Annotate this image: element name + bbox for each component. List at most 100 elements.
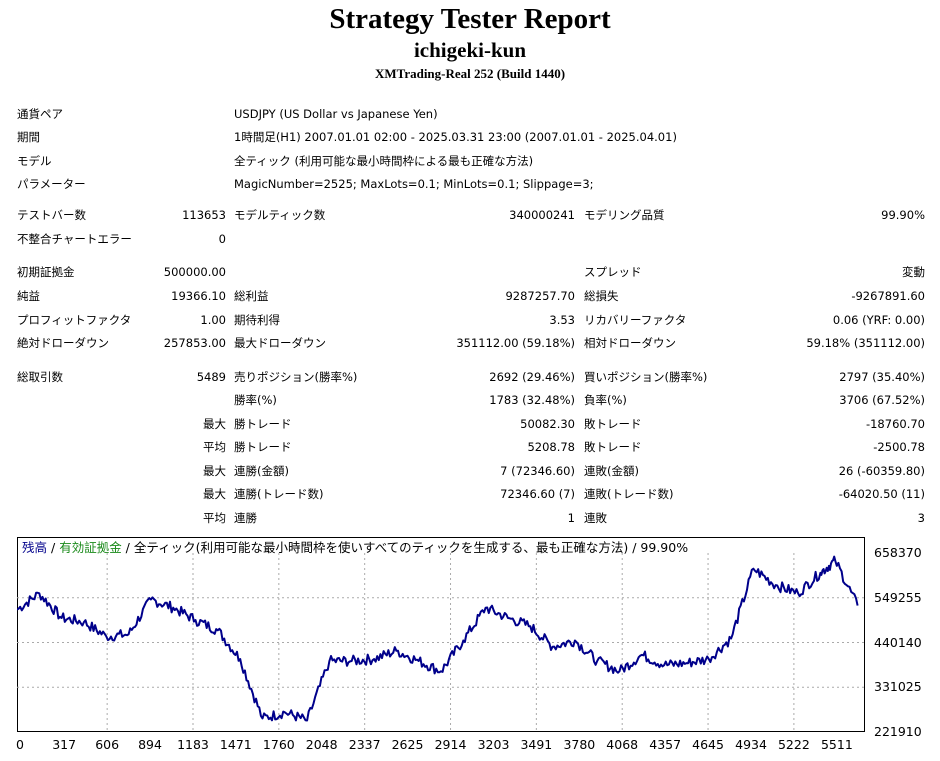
equity-chart-frame <box>17 537 865 732</box>
legend-separator: / <box>121 540 134 555</box>
x-tick-label: 1471 <box>219 737 252 752</box>
stat-label: 敗トレード <box>584 440 642 454</box>
y-tick-label: 221910 <box>874 724 922 739</box>
stat-label: 不整合チャートエラー <box>17 232 132 246</box>
y-tick-label: 440140 <box>874 634 922 650</box>
server-info: XMTrading-Real 252 (Build 1440) <box>374 66 566 81</box>
stat-label: 絶対ドローダウン <box>17 336 109 350</box>
setting-label: 期間 <box>17 130 40 144</box>
stat-label: プロフィットファクタ <box>17 313 132 327</box>
stat-label: 総取引数 <box>17 370 63 384</box>
stat-value: 1.00 <box>200 313 226 327</box>
ea-name: ichigeki-kun <box>413 38 527 62</box>
stat-value: 2797 (35.40%) <box>839 370 925 384</box>
stat-value: 0.06 (YRF: 0.00) <box>832 313 925 327</box>
setting-value: 全ティック (利用可能な最小時間枠による最も正確な方法) <box>234 154 534 168</box>
stat-value: 113653 <box>182 208 226 222</box>
x-tick-label: 5222 <box>777 737 810 752</box>
stat-value: 5208.78 <box>527 440 575 454</box>
stat-label: 連敗(金額) <box>584 464 639 478</box>
stat-label: スプレッド <box>584 265 642 279</box>
x-tick-label: 4068 <box>606 737 639 752</box>
stat-label: 最大 <box>203 487 226 501</box>
stat-label: 連敗(トレード数) <box>584 487 674 501</box>
x-tick-label: 1760 <box>262 737 295 752</box>
legend-separator: / <box>47 540 60 555</box>
stat-label: モデルティック数 <box>234 208 326 222</box>
stat-value: 5489 <box>196 370 226 384</box>
x-tick-label: 1183 <box>177 737 209 752</box>
x-tick-label: 2337 <box>348 737 381 752</box>
x-tick-label: 5511 <box>820 737 853 752</box>
stat-label: 純益 <box>17 289 40 303</box>
stat-label: 相対ドローダウン <box>584 336 676 350</box>
y-tick-label: 658370 <box>874 545 922 560</box>
stat-value: 50082.30 <box>520 417 575 431</box>
chart-legend: 残高 / 有効証拠金 / 全ティック(利用可能な最小時間枠を使いすべてのティック… <box>22 540 688 556</box>
stat-label: 平均 <box>203 511 226 525</box>
equity-chart <box>17 553 865 732</box>
stat-label: 期待利得 <box>234 313 280 327</box>
stat-label: 連敗 <box>584 511 607 525</box>
stat-label: 連勝(トレード数) <box>234 487 324 501</box>
legend-description: 全ティック(利用可能な最小時間枠を使いすべてのティックを生成する、最も正確な方法… <box>133 540 689 555</box>
stat-value: 19366.10 <box>171 289 226 303</box>
stat-value: 351112.00 (59.18%) <box>456 336 575 350</box>
setting-value: USDJPY (US Dollar vs Japanese Yen) <box>234 107 438 121</box>
stat-value: 3706 (67.52%) <box>839 393 925 407</box>
x-tick-label: 317 <box>52 737 77 752</box>
stat-label: 最大ドローダウン <box>234 336 326 350</box>
stat-label: 敗トレード <box>584 417 642 431</box>
stat-label: 連勝(金額) <box>234 464 289 478</box>
stat-label: 勝率(%) <box>234 393 277 407</box>
stat-value: -18760.70 <box>865 417 925 431</box>
x-tick-label: 4645 <box>692 737 724 752</box>
stat-value: 26 (-60359.80) <box>838 464 925 478</box>
stat-value: 99.90% <box>881 208 925 222</box>
stat-value: 9287257.70 <box>505 289 575 303</box>
stat-value: -64020.50 (11) <box>838 487 925 501</box>
stat-value: -9267891.60 <box>851 289 925 303</box>
report-title: Strategy Tester Report <box>329 3 611 35</box>
stat-value: 1 <box>567 511 575 525</box>
stat-value: 59.18% (351112.00) <box>806 336 925 350</box>
x-tick-label: 894 <box>138 737 162 752</box>
stat-value: 72346.60 (7) <box>500 487 575 501</box>
stat-label: 負率(%) <box>584 393 627 407</box>
x-tick-label: 3780 <box>563 737 596 752</box>
stat-value: 0 <box>218 232 226 246</box>
stat-value: 2692 (29.46%) <box>489 370 575 384</box>
x-tick-label: 3203 <box>477 737 510 752</box>
stat-label: 総損失 <box>584 289 619 303</box>
x-tick-label: 2914 <box>434 737 467 752</box>
stat-label: 平均 <box>203 440 226 454</box>
balance-line <box>17 555 859 722</box>
stat-label: 売りポジション(勝率%) <box>234 370 358 384</box>
stat-label: リカバリーファクタ <box>584 313 687 327</box>
stat-value: 7 (72346.60) <box>500 464 575 478</box>
stat-label: テストバー数 <box>17 208 86 222</box>
setting-value: 1時間足(H1) 2007.01.01 02:00 - 2025.03.31 2… <box>234 130 677 144</box>
setting-label: 通貨ペア <box>17 107 63 121</box>
stat-label: 連勝 <box>234 511 257 525</box>
x-tick-label: 3491 <box>520 737 553 752</box>
stat-label: 勝トレード <box>234 417 292 431</box>
y-tick-label: 549255 <box>874 589 922 605</box>
y-tick-label: 331025 <box>874 679 922 695</box>
stat-value: 257853.00 <box>163 336 226 350</box>
legend-equity: 有効証拠金 <box>59 540 122 555</box>
x-tick-label: 4934 <box>735 737 767 752</box>
x-tick-label: 2625 <box>391 737 424 752</box>
stat-label: 勝トレード <box>234 440 292 454</box>
stat-value: 変動 <box>902 265 925 279</box>
x-tick-label: 2048 <box>305 737 338 752</box>
stat-value: 500000.00 <box>163 265 226 279</box>
stat-value: 340000241 <box>509 208 575 222</box>
stat-label: 総利益 <box>234 289 269 303</box>
stat-label: 初期証拠金 <box>17 265 75 279</box>
x-tick-label: 0 <box>16 737 24 752</box>
stat-label: モデリング品質 <box>584 208 665 222</box>
setting-label: モデル <box>17 154 52 168</box>
stat-label: 最大 <box>203 464 226 478</box>
x-tick-label: 606 <box>95 737 120 752</box>
